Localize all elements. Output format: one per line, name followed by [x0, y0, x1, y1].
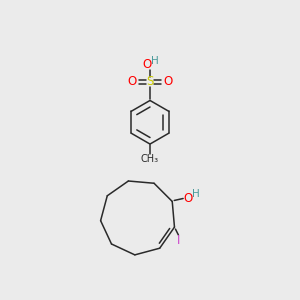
Text: H: H [151, 56, 159, 66]
Text: O: O [163, 75, 172, 88]
Text: O: O [184, 192, 193, 205]
Text: H: H [192, 188, 200, 199]
Text: O: O [128, 75, 137, 88]
Text: CH₃: CH₃ [141, 154, 159, 164]
Text: O: O [142, 58, 151, 71]
Text: S: S [146, 75, 154, 88]
Text: I: I [177, 235, 180, 248]
